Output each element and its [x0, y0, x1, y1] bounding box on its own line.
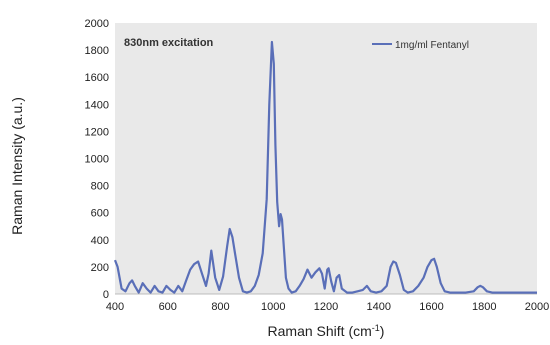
series-line-fentanyl	[113, 40, 537, 294]
y-tick-label: 0	[103, 289, 109, 301]
y-tick-label: 2000	[85, 18, 109, 30]
x-tick-label: 400	[106, 301, 124, 313]
x-tick-label: 1400	[367, 301, 391, 313]
x-tick-label: 1600	[419, 301, 443, 313]
x-axis-title: Raman Shift (cm-1)	[268, 323, 385, 339]
y-tick-label: 200	[91, 262, 109, 274]
excitation-annotation: 830nm excitation	[124, 37, 214, 49]
x-tick-label: 1800	[472, 301, 496, 313]
y-axis-title: Raman Intensity (a.u.)	[9, 97, 25, 235]
y-tick-label: 1200	[85, 126, 109, 138]
x-tick-label: 2000	[525, 301, 549, 313]
y-tick-label: 400	[91, 235, 109, 247]
y-tick-label: 800	[91, 181, 109, 193]
x-tick-label: 800	[211, 301, 229, 313]
x-tick-label: 1200	[314, 301, 338, 313]
y-tick-label: 1000	[85, 154, 109, 166]
y-tick-label: 1800	[85, 45, 109, 57]
y-axis-ticks: 0 200 400 600 800 1000 1200 1400 1600 1800 2000	[85, 18, 109, 301]
y-tick-label: 600	[91, 208, 109, 220]
y-tick-label: 1600	[85, 72, 109, 84]
x-axis-ticks: 400 600 800 1000 1200 1400 1600 1800 2000	[106, 301, 549, 313]
x-tick-label: 1000	[261, 301, 285, 313]
legend: 1mg/ml Fentanyl	[372, 40, 469, 51]
y-tick-label: 1400	[85, 99, 109, 111]
plot-area	[115, 23, 537, 294]
legend-label: 1mg/ml Fentanyl	[395, 40, 469, 51]
x-tick-label: 600	[159, 301, 177, 313]
